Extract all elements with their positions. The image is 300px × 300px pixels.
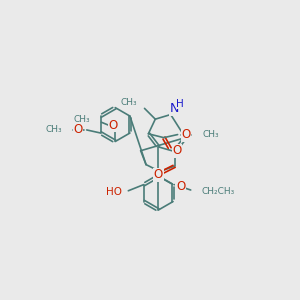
- Text: O: O: [154, 168, 163, 181]
- Text: CH₂CH₃: CH₂CH₃: [202, 187, 235, 196]
- Text: O: O: [74, 123, 83, 136]
- Text: HO: HO: [106, 187, 122, 197]
- Text: O: O: [108, 119, 118, 132]
- Text: CH₃: CH₃: [74, 115, 91, 124]
- Text: N: N: [170, 102, 179, 115]
- Text: H: H: [176, 99, 184, 109]
- Text: O: O: [182, 128, 191, 141]
- Text: O: O: [176, 180, 185, 193]
- Text: CH₃: CH₃: [120, 98, 137, 107]
- Text: CH₃: CH₃: [46, 125, 62, 134]
- Text: CH₃: CH₃: [202, 130, 219, 139]
- Text: O: O: [172, 144, 182, 157]
